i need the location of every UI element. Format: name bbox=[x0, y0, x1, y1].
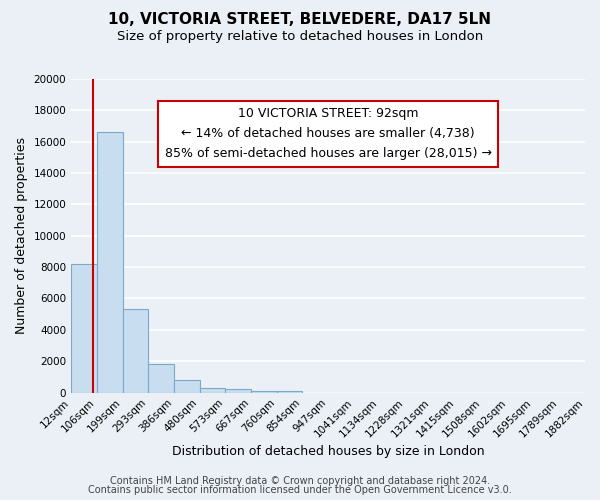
Text: Size of property relative to detached houses in London: Size of property relative to detached ho… bbox=[117, 30, 483, 43]
Bar bbox=[97, 132, 122, 392]
Bar bbox=[174, 380, 200, 392]
Text: Contains public sector information licensed under the Open Government Licence v3: Contains public sector information licen… bbox=[88, 485, 512, 495]
Bar bbox=[71, 264, 97, 392]
Text: 10 VICTORIA STREET: 92sqm
← 14% of detached houses are smaller (4,738)
85% of se: 10 VICTORIA STREET: 92sqm ← 14% of detac… bbox=[164, 108, 491, 160]
Bar bbox=[277, 391, 302, 392]
Bar bbox=[148, 364, 174, 392]
Bar bbox=[122, 310, 148, 392]
Text: Contains HM Land Registry data © Crown copyright and database right 2024.: Contains HM Land Registry data © Crown c… bbox=[110, 476, 490, 486]
Bar bbox=[226, 389, 251, 392]
Bar bbox=[200, 388, 226, 392]
Text: 10, VICTORIA STREET, BELVEDERE, DA17 5LN: 10, VICTORIA STREET, BELVEDERE, DA17 5LN bbox=[109, 12, 491, 28]
X-axis label: Distribution of detached houses by size in London: Distribution of detached houses by size … bbox=[172, 444, 484, 458]
Bar bbox=[251, 390, 277, 392]
Y-axis label: Number of detached properties: Number of detached properties bbox=[15, 138, 28, 334]
